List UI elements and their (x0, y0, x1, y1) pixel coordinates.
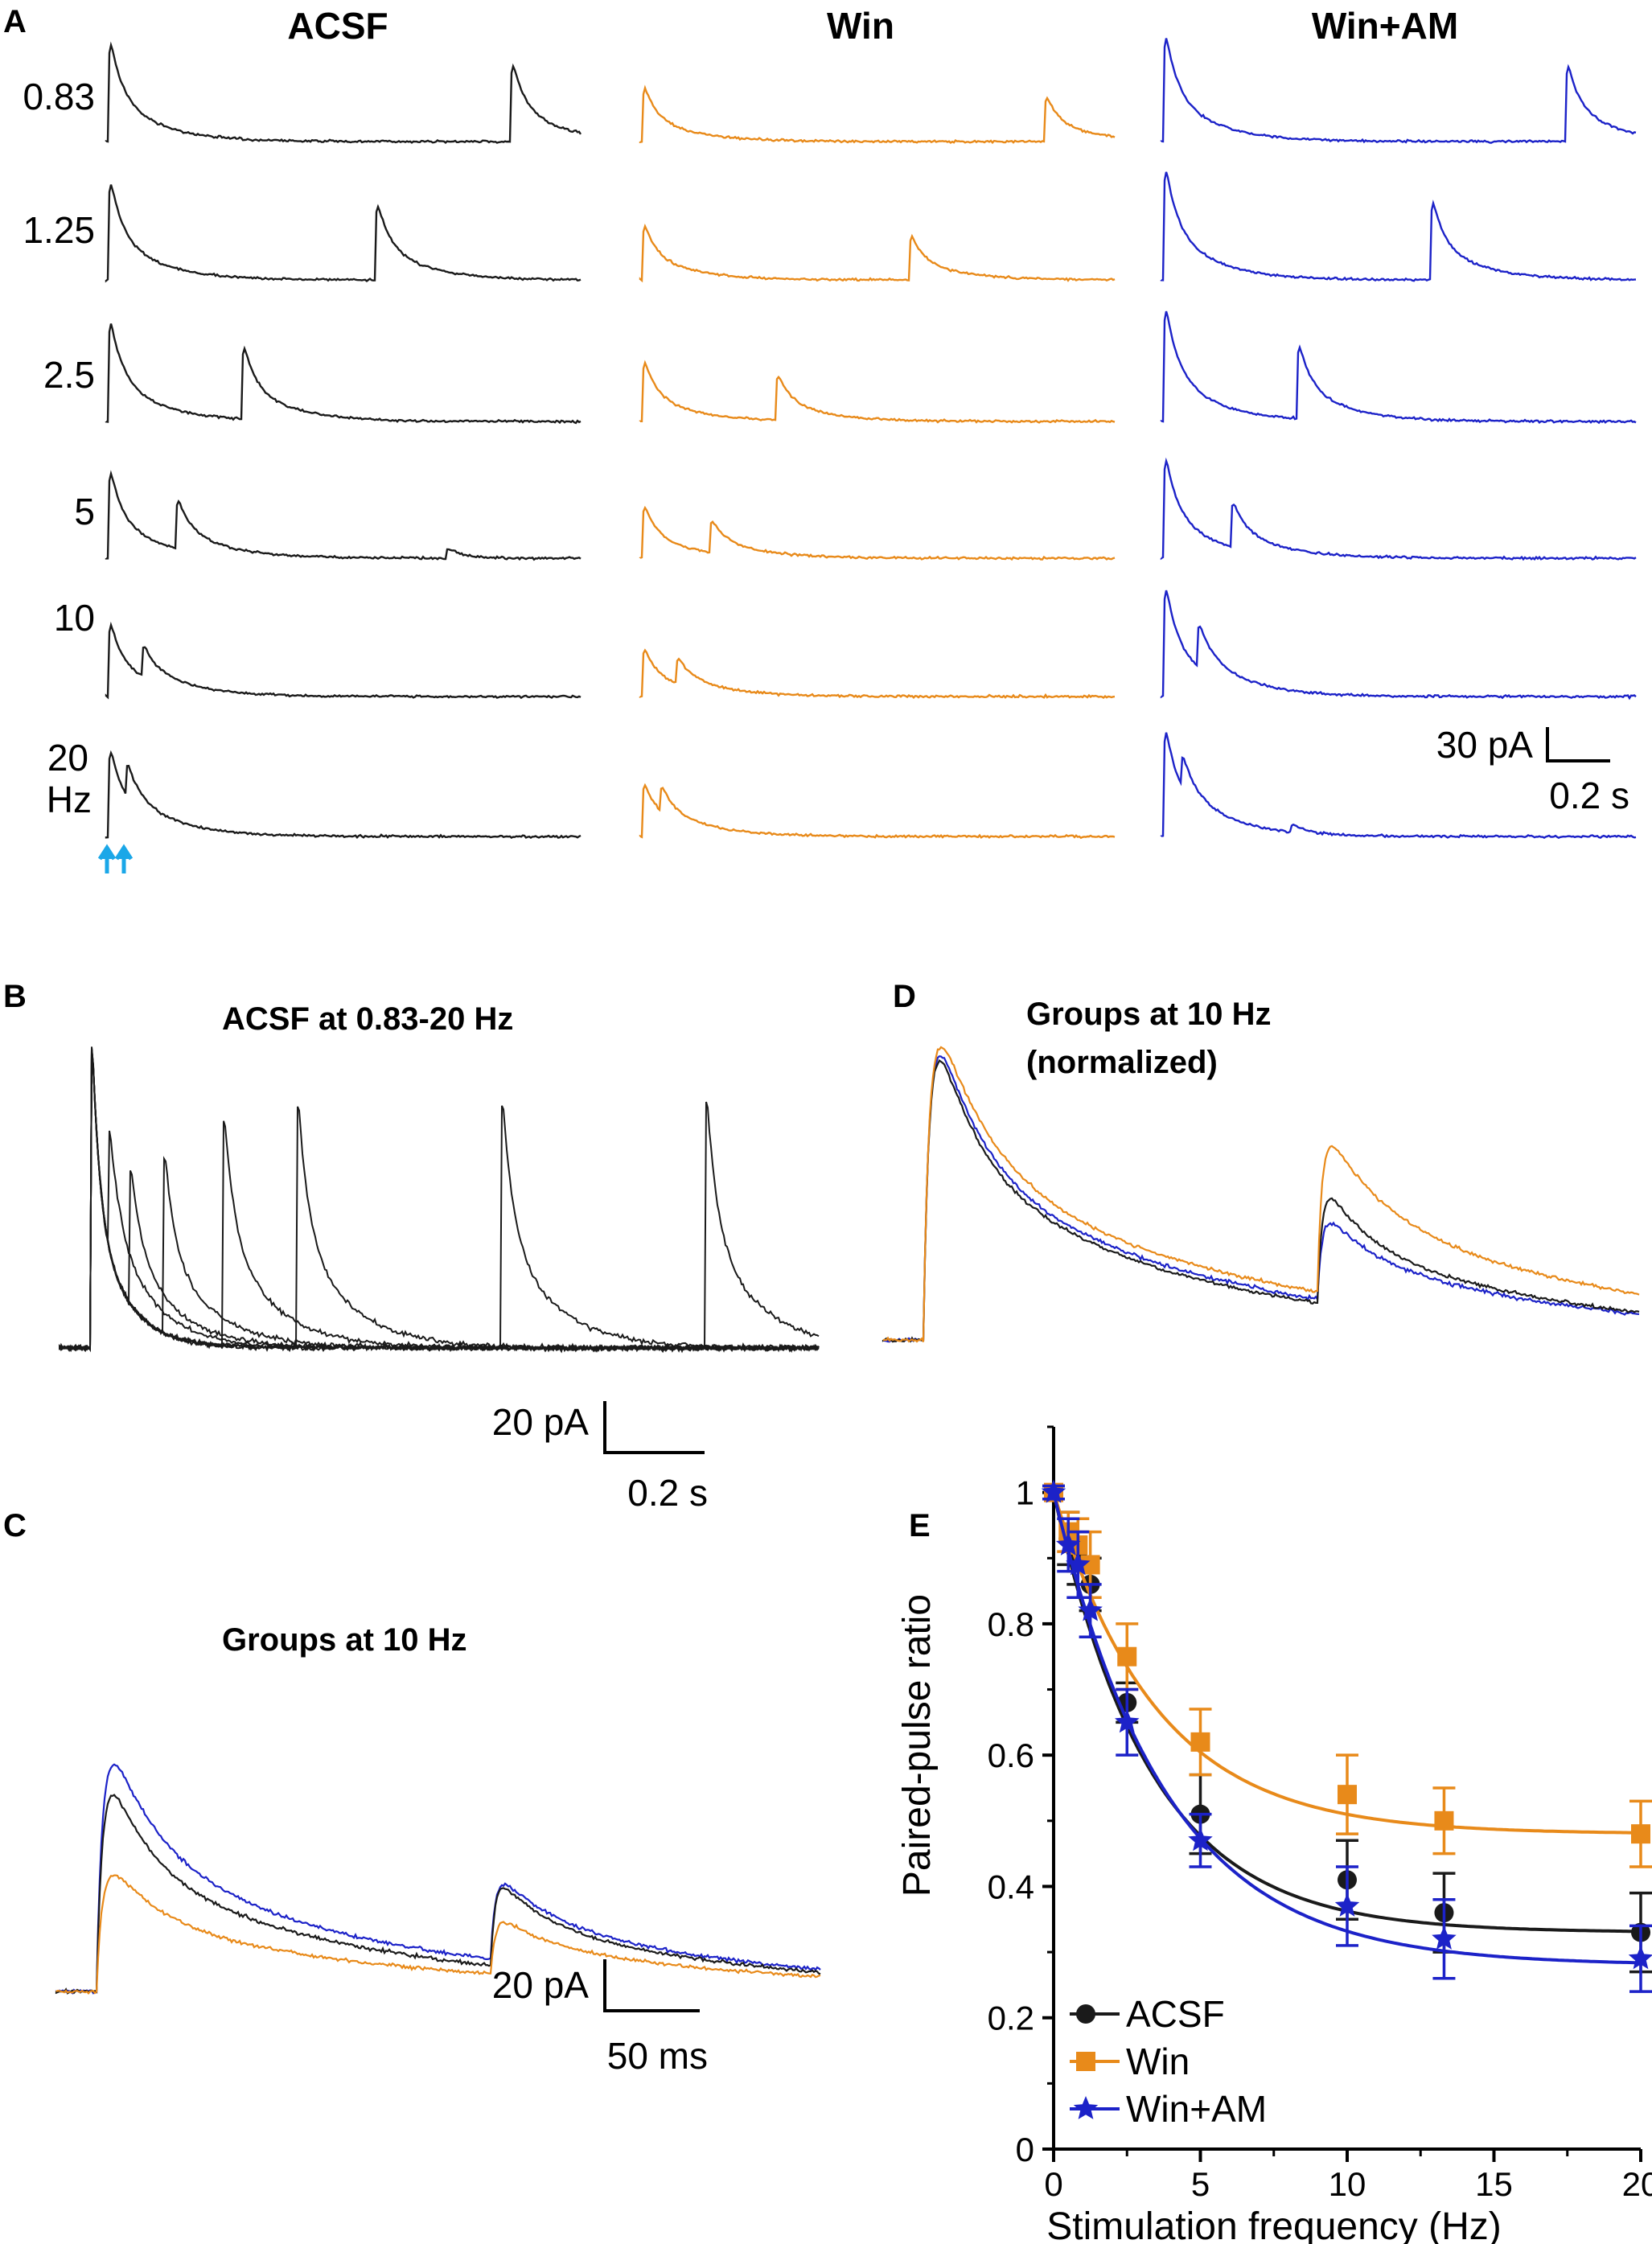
panel-b-title: ACSF at 0.83-20 Hz (222, 1001, 513, 1037)
trace-winam-freq-5 (1160, 732, 1637, 840)
column-header-winam: Win+AM (1312, 5, 1458, 47)
data-point-square (1190, 1732, 1210, 1752)
x-tick-label: 10 (1329, 2165, 1366, 2203)
panel-d-title-line2: (normalized) (1026, 1045, 1218, 1080)
freq-label-1: 1.25 (23, 209, 95, 251)
d-trace-acsf (881, 1058, 1640, 1343)
y-tick-label: 0.8 (988, 1605, 1034, 1643)
y-tick-label: 1 (1016, 1474, 1034, 1512)
freq-label-4: 10 (54, 597, 95, 639)
legend-marker-circle-icon (1076, 2004, 1095, 2024)
stimulus-arrows-icon (97, 844, 134, 873)
panel-d-title-line1: Groups at 10 Hz (1026, 997, 1272, 1032)
panel-c-scalebar-time: 50 ms (607, 2035, 708, 2077)
freq-unit-label: Hz (47, 779, 92, 820)
panel-d-traces (881, 1046, 1640, 1343)
x-tick-label: 20 (1622, 2165, 1652, 2203)
legend-label-win: Win (1126, 2041, 1190, 2082)
trace-winam-freq-4 (1160, 590, 1637, 701)
data-point-star (1334, 1893, 1360, 1917)
data-point-star (1432, 1925, 1457, 1950)
trace-win-freq-1 (639, 224, 1116, 283)
x-tick-label: 5 (1191, 2165, 1210, 2203)
trace-win-freq-3 (639, 505, 1116, 561)
trace-win-freq-2 (639, 360, 1116, 424)
trace-acsf-freq-3 (105, 470, 581, 561)
trace-acsf-freq-4 (105, 621, 581, 700)
data-point-star (1115, 1709, 1140, 1733)
trace-acsf-freq-1 (105, 184, 581, 283)
panel-e-letter: E (909, 1508, 931, 1543)
legend-label-winam: Win+AM (1126, 2088, 1267, 2130)
trace-winam-freq-2 (1160, 310, 1637, 425)
freq-label-3: 5 (74, 491, 95, 532)
panel-a-letter: A (3, 4, 27, 39)
panel-b-scalebar-current: 20 pA (492, 1401, 590, 1443)
panel-c-title: Groups at 10 Hz (222, 1622, 467, 1658)
y-tick-label: 0.6 (988, 1736, 1034, 1774)
x-tick-label: 0 (1044, 2165, 1062, 2203)
ppr-chart: 00.20.40.60.810 5 10 15 20 (988, 1425, 1652, 2203)
panel-b-letter: B (3, 979, 27, 1014)
trace-b-6 (59, 1050, 820, 1353)
trace-winam-freq-3 (1160, 457, 1637, 561)
panel-a-scalebar-time: 0.2 s (1549, 775, 1629, 816)
panel-c-scalebar-current: 20 pA (492, 1964, 590, 2006)
trace-winam-freq-0 (1160, 38, 1637, 144)
d-trace-win (883, 1046, 1640, 1343)
c-trace-acsf (55, 1794, 821, 1995)
c-trace-win (55, 1874, 821, 1995)
y-tick-label: 0.2 (988, 1999, 1034, 2037)
panel-a-scalebar (1546, 727, 1610, 762)
y-tick-label: 0 (1016, 2131, 1034, 2168)
legend-marker-square-icon (1076, 2052, 1095, 2071)
panel-b-traces (59, 1046, 820, 1354)
legend: ACSF Win Win+AM (1070, 1993, 1267, 2130)
data-point-star (1056, 1531, 1081, 1556)
y-axis-label: Paired-pulse ratio (896, 1594, 939, 1897)
data-point-star (1041, 1479, 1066, 1503)
panel-c-letter: C (3, 1508, 27, 1543)
data-point-square (1434, 1810, 1454, 1831)
trace-b-5 (59, 1047, 820, 1352)
data-point-square (1631, 1824, 1650, 1844)
trace-win-freq-0 (639, 84, 1116, 145)
panel-c-scalebar (603, 1959, 700, 2012)
y-tick-label: 0.4 (988, 1868, 1034, 1905)
trace-winam-freq-1 (1160, 171, 1637, 282)
x-axis-label: Stimulation frequency (Hz) (1046, 2205, 1502, 2244)
trace-acsf-freq-5 (105, 750, 581, 840)
panel-a-traces (105, 38, 1637, 840)
data-point-square (1338, 1785, 1357, 1805)
panel-b-scalebar-time: 0.2 s (627, 1472, 708, 1514)
data-point-star (1628, 1946, 1652, 1970)
trace-acsf-freq-0 (105, 41, 582, 144)
column-header-win: Win (827, 5, 894, 47)
trace-win-freq-4 (639, 648, 1116, 699)
freq-label-5: 20 (47, 737, 88, 779)
x-tick-label: 15 (1475, 2165, 1513, 2203)
freq-label-2: 2.5 (43, 354, 95, 396)
panel-a-scalebar-current: 30 pA (1436, 724, 1534, 766)
panel-b-scalebar (603, 1401, 705, 1454)
legend-label-acsf: ACSF (1126, 1993, 1225, 2035)
legend-marker-star-icon (1073, 2096, 1099, 2119)
data-point-square (1117, 1646, 1137, 1667)
panel-d-letter: D (893, 979, 916, 1014)
data-point-star (1066, 1551, 1091, 1576)
column-header-acsf: ACSF (287, 5, 388, 47)
d-trace-winam (882, 1055, 1640, 1343)
data-point-star (1078, 1597, 1103, 1621)
trace-win-freq-5 (639, 783, 1116, 840)
trace-acsf-freq-2 (105, 323, 581, 425)
c-trace-winam (55, 1763, 821, 1995)
data-point-star (1188, 1827, 1213, 1852)
freq-label-0: 0.83 (23, 76, 95, 117)
panel-c-traces (55, 1763, 821, 1995)
